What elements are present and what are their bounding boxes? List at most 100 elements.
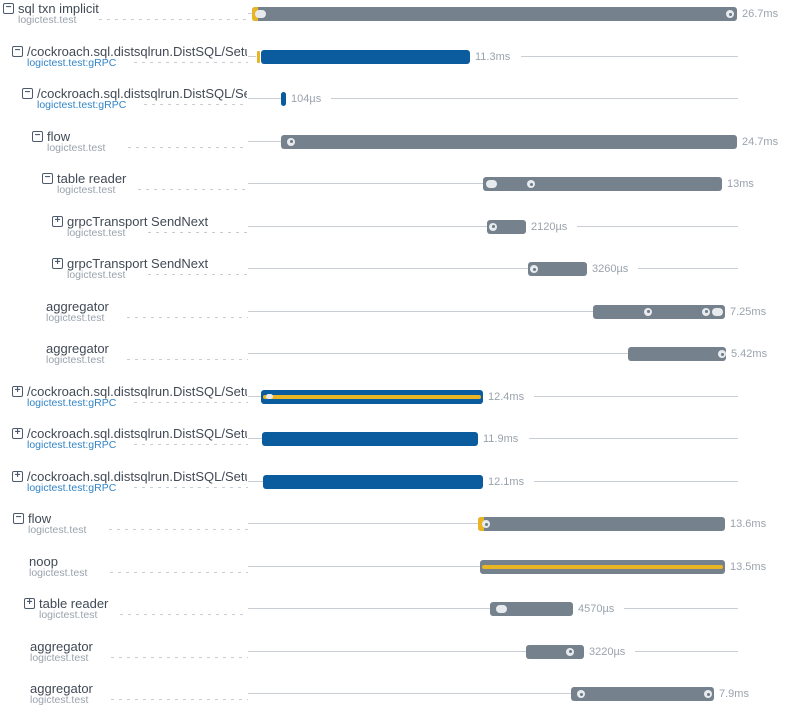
span-title: aggregator (46, 299, 109, 314)
timeline-lead-line (248, 225, 487, 227)
duration-label: 24.7ms (742, 135, 779, 148)
bar-yellow-tick (257, 50, 260, 63)
timeline-trail-line (638, 268, 738, 269)
trace-row: + /cockroach.sql.distsqlrun.DistSQL/Setup… (0, 418, 786, 460)
span-bar[interactable] (281, 134, 737, 149)
leader-dashes (133, 401, 248, 403)
leader-dashes (108, 529, 248, 530)
span-subtitle: logictest.test:gRPC (27, 56, 117, 69)
trace-row: − sql txn implicit logictest.test 26.7ms (0, 0, 786, 35)
timeline-lead-line (248, 650, 526, 652)
span-title: aggregator (30, 682, 93, 696)
event-marker-dot (726, 10, 734, 18)
leader-dashes (126, 316, 248, 318)
trace-row: + /cockroach.sql.distsqlrun.DistSQL/Setup… (0, 461, 786, 503)
timeline-lead-line (248, 140, 281, 142)
span-bar[interactable] (526, 644, 584, 659)
timeline-trail-line (624, 608, 738, 609)
span-subtitle: logictest.test (67, 269, 126, 281)
trace-row: − table reader logictest.test 13ms (0, 163, 786, 205)
span-subtitle: logictest.test (30, 694, 89, 706)
duration-label: 7.9ms (719, 688, 749, 700)
duration-label: 4570µs (578, 603, 615, 615)
leader-dashes (109, 571, 248, 573)
span-bar[interactable] (252, 7, 737, 21)
collapse-icon[interactable]: − (32, 130, 43, 142)
trace-row: noop logictest.test 13.5ms (0, 546, 786, 588)
span-bar[interactable] (480, 559, 725, 574)
leader-dashes (133, 61, 248, 63)
span-bar[interactable] (478, 517, 725, 531)
leader-dashes (127, 146, 248, 148)
span-bar[interactable] (263, 474, 483, 489)
span-title: noop (29, 554, 58, 569)
leader-dashes (137, 189, 248, 190)
duration-label: 26.7ms (742, 8, 779, 20)
timeline-trail-line (331, 98, 738, 99)
duration-label: 104µs (291, 93, 322, 105)
event-marker-dot (482, 520, 490, 528)
span-title: grpcTransport SendNext (67, 257, 209, 271)
collapse-icon[interactable]: − (13, 513, 24, 524)
timeline-lead-line (248, 183, 483, 184)
duration-label: 7.25ms (730, 305, 767, 318)
trace-row: −/cockroach.sql.distsqlrun.DistSQL/Setup… (0, 36, 786, 78)
timeline-lead-line (248, 438, 262, 439)
span-subtitle: logictest.test (18, 14, 77, 26)
span-subtitle: logictest.test (57, 184, 116, 196)
trace-row: + /cockroach.sql.distsqlrun.DistSQL/Setup… (0, 376, 786, 418)
span-title: /cockroach.sql.distsqlrun.DistSQL/SetupF… (27, 427, 247, 441)
trace-row: + grpcTransport SendNext logictest.test 212… (0, 206, 786, 248)
event-marker-dot (489, 222, 497, 231)
span-title: table reader (39, 597, 109, 611)
event-marker-dot (527, 180, 535, 188)
event-marker-dot (702, 307, 710, 316)
expand-icon[interactable]: + (24, 598, 35, 609)
span-title: /cockroach.sql.distsqlrun.DistSQL/SetupF… (27, 469, 247, 484)
expand-icon[interactable]: + (12, 428, 23, 439)
span-bar[interactable] (262, 432, 478, 446)
span-bar[interactable] (261, 389, 483, 404)
leader-dashes (126, 359, 248, 360)
span-bar[interactable] (528, 262, 587, 276)
span-bar[interactable] (487, 219, 526, 234)
leader-dashes (110, 656, 248, 658)
expand-icon[interactable]: + (52, 258, 63, 269)
expand-icon[interactable]: + (52, 215, 63, 227)
timeline-lead-line (248, 98, 281, 99)
collapse-icon[interactable]: − (12, 45, 23, 57)
span-bar[interactable] (490, 602, 573, 616)
collapse-icon[interactable]: − (42, 173, 53, 184)
expand-icon[interactable]: + (12, 470, 23, 482)
span-bar[interactable] (483, 177, 722, 191)
timeline-trail-line (529, 438, 738, 439)
trace-row: aggregator logictest.test 3220µs (0, 631, 786, 673)
leader-dashes (133, 486, 248, 488)
duration-label: 2120µs (531, 220, 568, 233)
span-title: aggregator (46, 342, 109, 356)
span-title: flow (28, 512, 52, 526)
span-bar[interactable] (593, 304, 725, 319)
expand-icon[interactable]: + (12, 385, 23, 397)
duration-label: 3220µs (589, 645, 626, 658)
duration-label: 11.9ms (483, 433, 519, 445)
duration-label: 11.3ms (475, 50, 511, 63)
span-title: aggregator (30, 639, 93, 654)
timeline-lead-line (248, 693, 571, 694)
collapse-icon[interactable]: − (22, 88, 33, 99)
trace-row: aggregator logictest.test 5.42ms (0, 333, 786, 375)
span-bar[interactable] (281, 92, 286, 106)
leader-dashes (98, 19, 248, 20)
event-marker-dot (718, 350, 726, 358)
duration-label: 5.42ms (731, 348, 768, 360)
timeline-lead-line (248, 55, 256, 57)
event-marker-dot (577, 690, 585, 698)
span-bar[interactable] (571, 687, 714, 701)
timeline-trail-line (521, 55, 738, 57)
timeline-lead-line (248, 480, 263, 482)
span-subtitle: logictest.test (46, 354, 105, 366)
collapse-icon[interactable]: − (3, 3, 14, 14)
timeline-trail-line (534, 395, 738, 397)
span-bar[interactable] (628, 347, 726, 361)
span-bar[interactable] (261, 49, 470, 64)
